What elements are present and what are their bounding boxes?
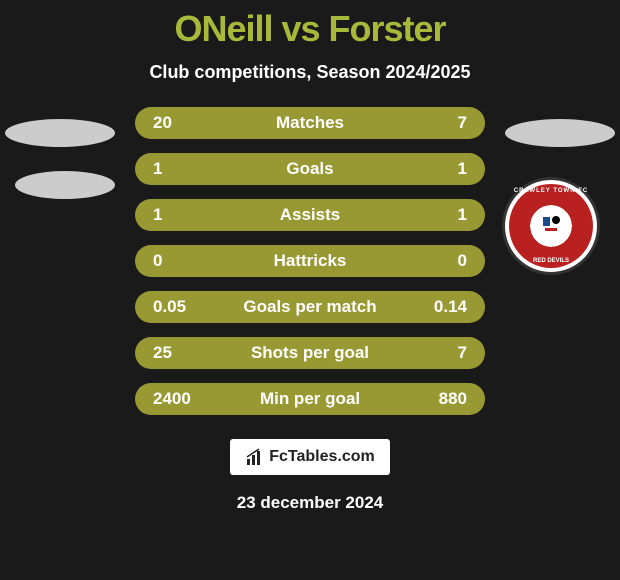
stat-right-value: 0 (417, 251, 467, 271)
left-team-placeholder-2 (15, 171, 115, 199)
logo-text: FcTables.com (269, 448, 375, 466)
stat-row-assists: 1 Assists 1 (135, 199, 485, 231)
badge-crest-icon (539, 213, 563, 239)
stat-left-value: 1 (153, 159, 203, 179)
badge-bottom-text: RED DEVILS (533, 258, 569, 264)
team-badge: CRAWLEY TOWN FC RED DEVILS (502, 177, 600, 275)
stat-left-value: 20 (153, 113, 203, 133)
stat-row-min-per-goal: 2400 Min per goal 880 (135, 383, 485, 415)
stat-right-value: 7 (417, 113, 467, 133)
stat-label: Goals (203, 159, 417, 179)
subtitle: Club competitions, Season 2024/2025 (149, 62, 470, 83)
badge-inner: CRAWLEY TOWN FC RED DEVILS (509, 184, 593, 268)
stat-label: Goals per match (203, 297, 417, 317)
stat-label: Min per goal (203, 389, 417, 409)
stat-left-value: 0.05 (153, 297, 203, 317)
stat-right-value: 7 (417, 343, 467, 363)
stat-label: Shots per goal (203, 343, 417, 363)
stat-left-value: 2400 (153, 389, 203, 409)
stat-label: Matches (203, 113, 417, 133)
fctables-logo: FcTables.com (230, 439, 390, 475)
left-team-placeholder-1 (5, 119, 115, 147)
badge-top-text: CRAWLEY TOWN FC (514, 188, 588, 194)
stat-right-value: 880 (417, 389, 467, 409)
comparison-infographic: ONeill vs Forster Club competitions, Sea… (0, 0, 620, 580)
stat-label: Hattricks (203, 251, 417, 271)
stat-left-value: 0 (153, 251, 203, 271)
stat-row-goals: 1 Goals 1 (135, 153, 485, 185)
stat-row-goals-per-match: 0.05 Goals per match 0.14 (135, 291, 485, 323)
stat-right-value: 1 (417, 205, 467, 225)
stat-left-value: 1 (153, 205, 203, 225)
stat-label: Assists (203, 205, 417, 225)
date-text: 23 december 2024 (237, 493, 384, 513)
stat-left-value: 25 (153, 343, 203, 363)
chart-icon (245, 447, 265, 467)
page-title: ONeill vs Forster (174, 8, 445, 50)
stat-row-hattricks: 0 Hattricks 0 (135, 245, 485, 277)
stats-area: CRAWLEY TOWN FC RED DEVILS 20 Matches 7 … (0, 107, 620, 415)
stat-row-matches: 20 Matches 7 (135, 107, 485, 139)
stat-right-value: 0.14 (417, 297, 467, 317)
right-team-placeholder (505, 119, 615, 147)
stats-column: 20 Matches 7 1 Goals 1 1 Assists 1 0 Hat… (135, 107, 485, 415)
stat-right-value: 1 (417, 159, 467, 179)
stat-row-shots-per-goal: 25 Shots per goal 7 (135, 337, 485, 369)
